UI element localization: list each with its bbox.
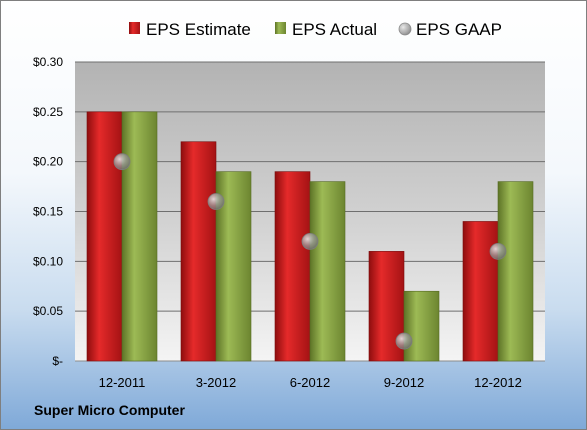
bar-eps-actual	[309, 181, 346, 362]
y-tick-label: $0.25	[33, 105, 63, 119]
bar-eps-estimate	[180, 141, 217, 362]
y-tick-label: $-	[52, 354, 63, 368]
legend-label-gaap: EPS GAAP	[416, 20, 502, 39]
bar-eps-estimate	[274, 171, 311, 362]
legend-swatch-gaap	[398, 22, 412, 36]
x-category-label: 12-2012	[474, 375, 522, 390]
marker-eps-gaap	[395, 332, 413, 350]
marker-eps-gaap	[301, 232, 319, 250]
y-tick-label: $0.10	[33, 254, 63, 268]
y-axis-ticks: $- $0.05 $0.10 $0.15 $0.20 $0.25 $0.30	[33, 55, 63, 368]
legend: EPS Estimate EPS Actual EPS GAAP	[129, 20, 502, 39]
legend-label-actual: EPS Actual	[292, 20, 377, 39]
bar-eps-actual	[121, 111, 158, 362]
bar-eps-estimate	[86, 111, 123, 362]
bar-eps-actual	[497, 181, 534, 362]
x-category-label: 6-2012	[290, 375, 330, 390]
x-category-label: 12-2011	[99, 375, 146, 390]
legend-label-estimate: EPS Estimate	[146, 20, 251, 39]
y-tick-label: $0.15	[33, 205, 63, 219]
x-axis-categories: 12-2011 3-2012 6-2012 9-2012 12-2012	[99, 375, 522, 390]
x-category-label: 3-2012	[196, 375, 236, 390]
y-tick-label: $0.20	[33, 155, 63, 169]
bar-eps-estimate	[462, 221, 499, 362]
y-tick-label: $0.30	[33, 55, 63, 69]
marker-eps-gaap	[207, 193, 225, 210]
bar-eps-actual	[403, 290, 440, 362]
y-tick-label: $0.05	[33, 304, 63, 318]
marker-eps-gaap	[489, 242, 507, 260]
legend-swatch-actual	[275, 22, 286, 34]
gaap-markers	[113, 153, 507, 350]
x-category-label: 9-2012	[384, 375, 424, 390]
legend-swatch-estimate	[129, 22, 140, 34]
company-name: Super Micro Computer	[34, 402, 185, 418]
marker-eps-gaap	[113, 153, 131, 171]
